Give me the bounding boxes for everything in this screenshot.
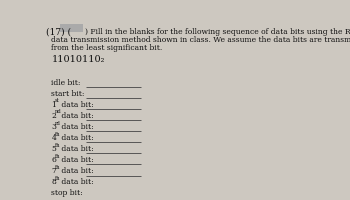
Text: nd: nd: [54, 109, 61, 114]
Text: th: th: [54, 143, 60, 148]
Text: idle bit:: idle bit:: [51, 79, 81, 87]
Text: 6: 6: [51, 156, 56, 164]
Text: 8: 8: [51, 178, 56, 186]
Text: data bit:: data bit:: [59, 101, 93, 109]
Text: 5: 5: [51, 145, 56, 153]
Text: data bit:: data bit:: [59, 178, 93, 186]
Text: th: th: [54, 132, 60, 137]
Text: data transmission method shown in class. We assume the data bits are transmitted: data transmission method shown in class.…: [51, 36, 350, 44]
Text: data bit:: data bit:: [59, 167, 93, 175]
Text: 11010110₂: 11010110₂: [51, 55, 105, 64]
FancyBboxPatch shape: [60, 24, 83, 32]
Text: data bit:: data bit:: [59, 134, 93, 142]
Text: 4: 4: [51, 134, 56, 142]
Text: from the least significant bit.: from the least significant bit.: [51, 44, 163, 52]
Text: 3: 3: [51, 123, 56, 131]
Text: data bit:: data bit:: [59, 123, 93, 131]
Text: data bit:: data bit:: [59, 112, 93, 120]
Text: data bit:: data bit:: [59, 145, 93, 153]
Text: th: th: [54, 165, 60, 170]
Text: rd: rd: [54, 121, 60, 126]
Text: th: th: [54, 176, 60, 181]
Text: start bit:: start bit:: [51, 90, 85, 98]
Text: (17) (: (17) (: [46, 27, 71, 36]
Text: th: th: [54, 154, 60, 159]
Text: stop bit:: stop bit:: [51, 189, 83, 197]
Text: 7: 7: [51, 167, 56, 175]
Text: 1: 1: [51, 101, 56, 109]
Text: 2: 2: [51, 112, 56, 120]
Text: st: st: [54, 98, 59, 103]
Text: data bit:: data bit:: [59, 156, 93, 164]
Text: ) Fill in the blanks for the following sequence of data bits using the RS-232 se: ) Fill in the blanks for the following s…: [85, 28, 350, 36]
